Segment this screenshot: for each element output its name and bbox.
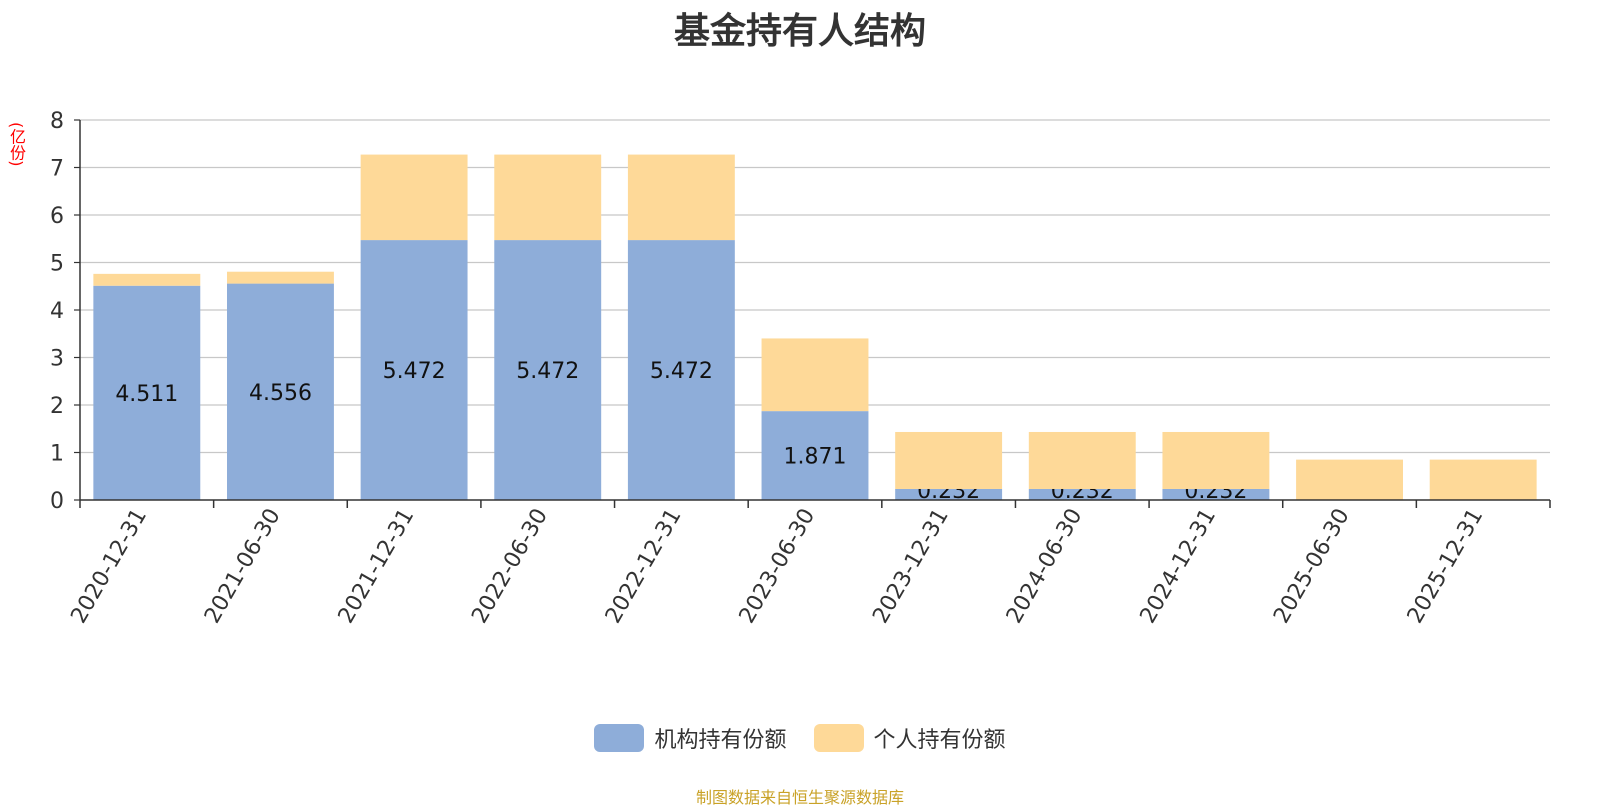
x-tick-label-2023-06-30: 2023-06-30 (735, 505, 821, 628)
bar-individual-2024-12-31 (1162, 431, 1270, 489)
data-label-2022-12-31: 5.472 (650, 359, 713, 384)
bar-institution-2023-12-31 (895, 488, 1003, 500)
data-label-2020-12-31: 4.511 (115, 382, 178, 407)
y-tick-label-1: 1 (50, 442, 64, 467)
bar-institution-2023-06-30 (761, 411, 869, 500)
data-label-2023-06-30: 1.871 (784, 445, 847, 470)
bar-individual-2022-06-30 (494, 154, 602, 241)
x-tick-label-2022-06-30: 2022-06-30 (467, 505, 553, 628)
x-tick-label-2020-12-31: 2020-12-31 (66, 505, 152, 628)
y-tick-label-6: 6 (50, 204, 64, 229)
bar-institution-2020-12-31 (93, 285, 201, 500)
y-tick-label-4: 4 (50, 299, 64, 324)
data-source-note: 制图数据来自恒生聚源数据库 (695, 788, 904, 807)
bar-individual-2025-06-30 (1296, 459, 1403, 500)
y-tick-label-5: 5 (50, 252, 64, 277)
bar-institution-2022-12-31 (627, 240, 735, 500)
y-tick-label-2: 2 (50, 394, 64, 419)
x-tick-label-2025-06-30: 2025-06-30 (1269, 505, 1355, 628)
legend-item-individual[interactable]: 个人持有份额 (813, 722, 1006, 754)
legend-label-individual: 个人持有份额 (873, 728, 1006, 753)
bar-institution-2022-06-30 (494, 240, 602, 500)
data-label-2022-06-30: 5.472 (516, 359, 579, 384)
data-label-2021-06-30: 4.556 (249, 381, 312, 406)
bar-individual-2020-12-31 (93, 273, 201, 286)
x-tick-label-2022-12-31: 2022-12-31 (601, 505, 687, 628)
bar-institution-2024-12-31 (1162, 488, 1270, 500)
chart-title: 基金持有人结构 (673, 11, 926, 52)
x-tick-label-2023-12-31: 2023-12-31 (868, 505, 954, 628)
x-tick-label-2021-12-31: 2021-12-31 (334, 505, 420, 628)
legend-item-institution[interactable]: 机构持有份额 (594, 722, 787, 754)
bar-individual-2021-06-30 (227, 271, 334, 284)
bar-individual-2022-12-31 (627, 154, 735, 241)
y-tick-label-3: 3 (50, 347, 64, 372)
legend-swatch-individual (813, 724, 864, 752)
legend-swatch-institution (594, 724, 645, 752)
bar-individual-2021-12-31 (360, 154, 468, 241)
bar-individual-2025-12-31 (1429, 459, 1537, 500)
x-tick-label-2021-06-30: 2021-06-30 (200, 505, 286, 628)
x-tick-label-2025-12-31: 2025-12-31 (1403, 505, 1489, 628)
bar-individual-2023-06-30 (761, 338, 869, 412)
data-label-2021-12-31: 5.472 (383, 359, 446, 384)
y-tick-label-8: 8 (50, 109, 64, 134)
legend-label-institution: 机构持有份额 (654, 728, 787, 753)
y-tick-label-0: 0 (50, 489, 64, 514)
bar-individual-2023-12-31 (895, 431, 1003, 489)
y-tick-label-7: 7 (50, 157, 64, 182)
legend: 机构持有份额 个人持有份额 (0, 722, 1600, 758)
x-tick-label-2024-12-31: 2024-12-31 (1136, 505, 1222, 628)
bar-institution-2021-12-31 (360, 240, 468, 500)
y-axis-unit: (亿份) (7, 122, 26, 167)
bar-individual-2024-06-30 (1028, 431, 1136, 489)
bar-institution-2024-06-30 (1028, 488, 1136, 500)
bar-institution-2021-06-30 (227, 283, 334, 500)
x-tick-label-2024-06-30: 2024-06-30 (1002, 505, 1088, 628)
